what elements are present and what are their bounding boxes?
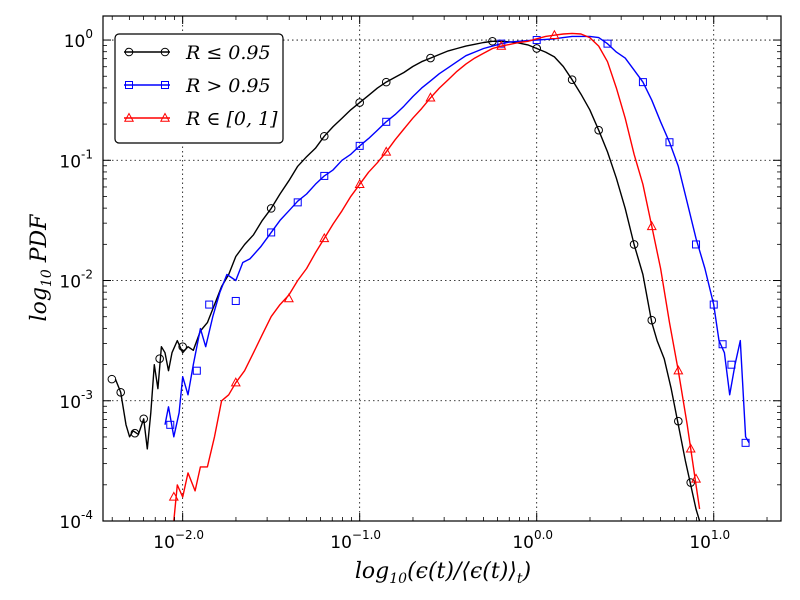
legend-marker-right: [160, 47, 170, 57]
y-tick-label: 100: [64, 27, 93, 52]
series-marker: [496, 40, 507, 50]
x-tick-label: 101.0: [689, 528, 730, 553]
x-tick-label: 10−1.0: [330, 528, 381, 553]
series-marker: [673, 365, 684, 375]
legend-marker-left: [123, 112, 135, 122]
series-marker: [629, 240, 639, 249]
tick-labels: 10−2.0 10−1.0 100.0 101.0 10-4 10-3 10-2 10-1 10…: [59, 27, 730, 553]
series-marker: [532, 44, 542, 53]
series-marker: [425, 92, 436, 102]
series-triangle-group: [168, 29, 702, 521]
series-marker: [230, 377, 241, 387]
legend-marker-left: [125, 81, 133, 89]
series-marker: [497, 39, 506, 48]
series-marker: [647, 315, 657, 325]
series-marker: [718, 340, 727, 349]
series-marker: [192, 366, 201, 375]
legend-label: R ∈ [0, 1]: [185, 108, 278, 130]
legend-label: R > 0.95: [185, 75, 271, 97]
y-tick-label: 10-3: [59, 388, 93, 413]
series-marker: [727, 360, 736, 369]
series-marker: [741, 438, 750, 447]
series-marker: [205, 300, 214, 309]
series-marker: [638, 78, 647, 87]
legend: R ≤ 0.95 R > 0.95 R ∈ [0, 1]: [114, 33, 284, 144]
series-marker: [567, 75, 577, 85]
x-tick-label: 10−2.0: [153, 528, 204, 553]
series-marker: [685, 443, 696, 453]
y-tick-label: 10-1: [59, 147, 93, 172]
x-axis-title: log10(ϵ(t)/⟨ϵ(t)⟩t): [355, 559, 531, 587]
series-square-group: [164, 35, 750, 447]
series-marker: [283, 293, 294, 303]
series-line: [114, 40, 701, 521]
series-marker: [382, 117, 391, 126]
series-marker: [646, 220, 657, 231]
legend-label: R ≤ 0.95: [185, 42, 271, 64]
series-marker: [166, 420, 175, 429]
series-marker: [293, 198, 302, 207]
y-tick-label: 10-4: [59, 508, 93, 533]
series-marker: [355, 98, 364, 107]
x-tick-label: 100.0: [512, 528, 553, 553]
series-marker: [178, 342, 187, 351]
series-line: [173, 32, 701, 521]
plot-frame: [102, 15, 782, 522]
series-marker: [319, 131, 329, 141]
series-marker: [549, 29, 560, 39]
legend-marker-right: [161, 81, 169, 89]
y-tick-label: 10-2: [59, 268, 93, 293]
legend-marker-right: [159, 112, 171, 122]
series-marker: [355, 141, 364, 150]
series-marker: [155, 354, 164, 363]
series-marker: [168, 491, 179, 501]
legend-entry: R ≤ 0.95: [124, 42, 271, 64]
legend-marker-left: [124, 47, 134, 57]
series-marker: [267, 228, 276, 237]
series-marker: [116, 388, 126, 397]
series-marker: [266, 204, 276, 213]
series-marker: [709, 300, 718, 309]
series-marker: [665, 138, 674, 147]
series-marker: [488, 36, 497, 46]
legend-entry: R > 0.95: [124, 75, 271, 97]
y-axis-title: log10 PDF: [27, 214, 55, 322]
series-marker: [139, 414, 149, 424]
series-layer: [107, 29, 750, 521]
series-marker: [354, 178, 365, 189]
series-marker: [381, 77, 391, 87]
series-marker: [319, 232, 330, 243]
series-marker: [320, 171, 329, 180]
legend-entry: R ∈ [0, 1]: [123, 108, 278, 130]
series-marker: [594, 125, 603, 135]
series-marker: [674, 416, 683, 426]
series-circle-group: [107, 36, 701, 521]
tick-marks: [103, 16, 781, 522]
series-marker: [130, 428, 140, 438]
series-marker: [231, 296, 240, 305]
series-marker: [690, 473, 702, 483]
series-marker: [426, 53, 435, 63]
series-marker: [603, 39, 612, 48]
series-marker: [692, 240, 701, 249]
series-marker: [107, 374, 117, 384]
legend-box: [114, 33, 284, 144]
series-marker: [381, 146, 392, 156]
